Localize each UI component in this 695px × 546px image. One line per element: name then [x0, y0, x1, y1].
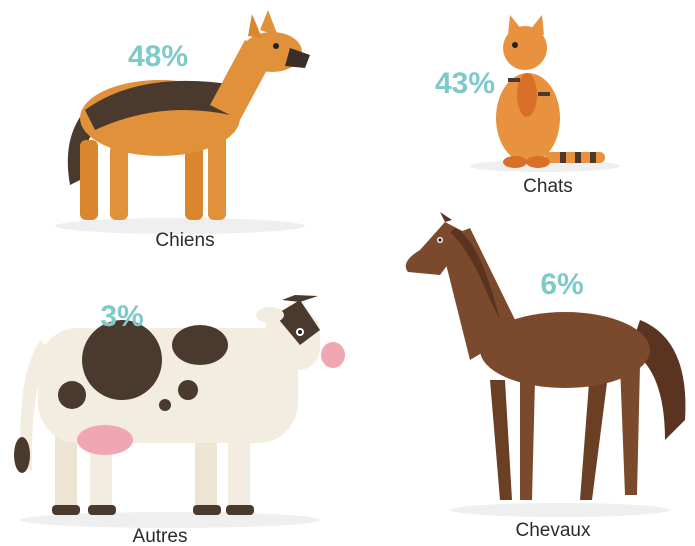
percent: 48%: [128, 40, 188, 73]
infographic: 48% Chiens 43% Chats 3% Autres 6% Chevau…: [0, 0, 695, 546]
horse-illustration: [406, 212, 686, 500]
cat-illustration: [496, 15, 605, 168]
page: {"items": [ {"label": "Chiens", "percent…: [0, 0, 695, 546]
cow-illustration: [14, 295, 345, 515]
percent: 43%: [435, 67, 495, 100]
label: Chats: [523, 176, 573, 197]
horse-shadow: [450, 503, 670, 517]
label: Autres: [133, 526, 188, 546]
percent: 6%: [540, 268, 583, 301]
label: Chevaux: [516, 520, 591, 541]
percent: 3%: [100, 300, 143, 333]
dog-illustration: [68, 10, 310, 220]
label: Chiens: [155, 230, 214, 251]
